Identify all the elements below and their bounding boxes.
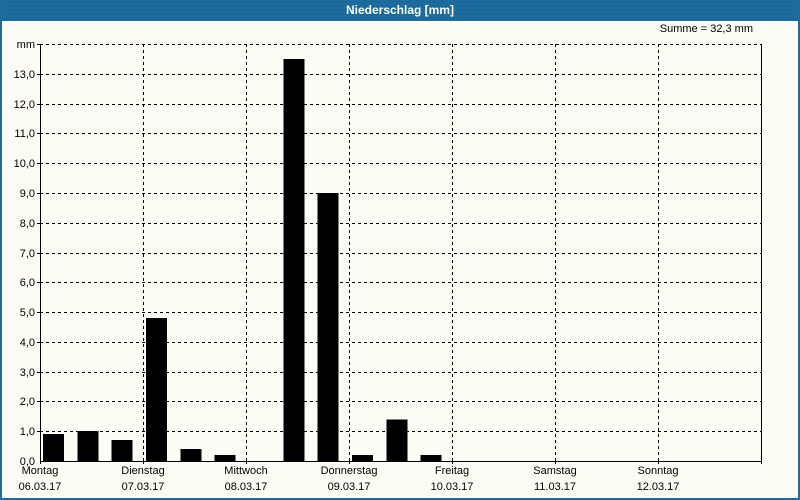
sum-label: Summe = 32,3 mm (659, 23, 753, 35)
date-label: 12.03.17 (637, 481, 680, 493)
window-title: Niederschlag [mm] (345, 3, 455, 17)
y-tick-label: 13,0 (14, 69, 35, 81)
precipitation-bar (180, 449, 202, 461)
day-label: Samstag (533, 465, 576, 477)
day-label: Dienstag (121, 465, 164, 477)
y-tick-label: 11,0 (14, 128, 35, 140)
date-label: 07.03.17 (122, 481, 165, 493)
precipitation-bar (317, 192, 339, 461)
y-tick-label: 2,0 (20, 396, 35, 408)
day-label: Freitag (435, 465, 469, 477)
y-tick-label: 7,0 (20, 248, 35, 260)
date-label: 10.03.17 (431, 481, 474, 493)
date-label: 08.03.17 (225, 481, 268, 493)
y-tick-label: 1,0 (20, 426, 35, 438)
y-tick-label: 3,0 (20, 367, 35, 379)
date-label: 06.03.17 (19, 481, 62, 493)
day-label: Mittwoch (224, 465, 267, 477)
y-tick-label: 6,0 (20, 277, 35, 289)
precipitation-bar (43, 434, 64, 461)
precipitation-bar (386, 419, 408, 461)
precipitation-bar (77, 431, 99, 461)
date-label: 11.03.17 (534, 481, 576, 493)
precipitation-bar (111, 440, 133, 461)
y-tick-label: 0,0 (20, 456, 35, 468)
date-label: 09.03.17 (328, 481, 371, 493)
y-tick-label: 8,0 (20, 218, 35, 230)
y-tick-label: 9,0 (20, 188, 35, 200)
y-tick-label: 10,0 (14, 158, 35, 170)
day-label: Montag (22, 465, 59, 477)
precipitation-bar (420, 455, 442, 461)
window-title-bar: Niederschlag [mm] (2, 0, 798, 21)
precipitation-bar (352, 455, 373, 461)
day-label: Sonntag (638, 465, 679, 477)
precipitation-bar (146, 318, 167, 461)
day-label: Donnerstag (321, 465, 378, 477)
precipitation-bar (283, 58, 305, 462)
precipitation-bar (214, 455, 236, 461)
y-tick-label: 4,0 (20, 337, 35, 349)
y-axis-unit-label: mm (17, 39, 35, 51)
y-tick-label: 12,0 (14, 99, 35, 111)
y-tick-label: 5,0 (20, 307, 35, 319)
